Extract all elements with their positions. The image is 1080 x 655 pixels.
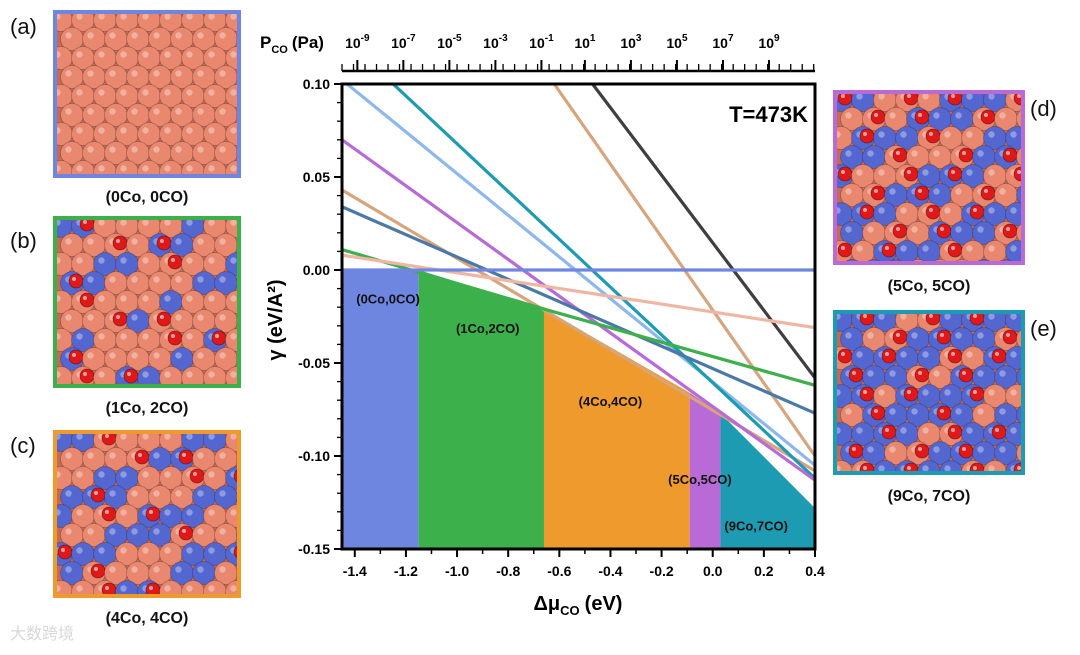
x-tick-label: 0.2 — [754, 563, 774, 579]
panel-letter-a: (a) — [10, 14, 37, 39]
region-label-0: (0Co,0CO) — [356, 291, 420, 306]
panel-letter-d: (d) — [1030, 96, 1057, 121]
top-tick-label: 10-7 — [391, 33, 416, 51]
structure-image-d — [833, 90, 1025, 265]
x-tick-label: -0.2 — [650, 563, 674, 579]
structure-image-c — [53, 430, 241, 598]
series-line-black — [590, 84, 815, 380]
x-axis-title-sub: CO — [560, 603, 580, 618]
top-tick-label: 107 — [712, 33, 734, 51]
panel-letter-b: (b) — [10, 228, 37, 253]
x-axis-title-main: Δμ — [534, 593, 561, 615]
y-axis-title: γ (eV/A²) — [265, 279, 287, 360]
region-3 — [689, 392, 721, 549]
top-tick-label: 109 — [758, 33, 780, 51]
panel-caption-d: (5Co, 5CO) — [887, 278, 971, 295]
series-line-teal — [391, 84, 815, 480]
atom-lattice — [57, 220, 237, 384]
top-axis-title-sub: CO — [271, 44, 288, 56]
watermark: 大数跨境 — [10, 624, 75, 643]
top-tick-label: 101 — [574, 33, 596, 51]
panel-caption-a: (0Co, 0CO) — [105, 189, 189, 206]
region-label-1: (1Co,2CO) — [456, 321, 520, 336]
x-tick-label: -0.6 — [547, 563, 571, 579]
panel-letter-e: (e) — [1030, 316, 1057, 341]
x-tick-label: -0.4 — [598, 563, 622, 579]
series-line-pink — [342, 253, 815, 330]
top-tick-label: 103 — [620, 33, 642, 51]
x-axis-title: ΔμCO (eV) — [534, 593, 623, 618]
panel-caption-b: (1Co, 2CO) — [105, 400, 189, 417]
x-tick-label: -1.4 — [343, 563, 367, 579]
top-tick-label: 10-5 — [437, 33, 462, 51]
region-label-3: (5Co,5CO) — [668, 472, 732, 487]
temperature-annotation: T=473K — [729, 102, 808, 127]
y-tick-label: 0.00 — [303, 262, 330, 278]
x-tick-label: -1.2 — [394, 563, 418, 579]
top-axis-title: PCO (Pa) — [260, 33, 324, 56]
x-tick-label: -1.0 — [445, 563, 469, 579]
atom-lattice — [57, 14, 237, 174]
y-tick-label: 0.05 — [303, 169, 330, 185]
region-4 — [720, 413, 815, 549]
region-label-4: (9Co,7CO) — [724, 518, 788, 533]
x-axis-title-unit: (eV) — [585, 593, 623, 615]
atom-lattice — [57, 434, 237, 594]
structure-image-a — [53, 10, 241, 178]
y-tick-label: 0.10 — [303, 76, 330, 92]
top-axis-title-unit: (Pa) — [292, 33, 324, 52]
x-tick-label: 0.0 — [703, 563, 723, 579]
plot-frame — [340, 82, 817, 551]
atom-lattice — [837, 314, 1021, 471]
panel-caption-c: (4Co, 4CO) — [105, 610, 189, 627]
region-2 — [543, 309, 690, 549]
top-tick-label: 10-9 — [345, 33, 370, 51]
panel-caption-e: (9Co, 7CO) — [887, 488, 971, 505]
y-tick-label: -0.15 — [298, 541, 330, 557]
top-tick-label: 105 — [666, 33, 688, 51]
region-label-2: (4Co,4CO) — [579, 394, 643, 409]
region-1 — [418, 270, 544, 549]
top-axis-title-main: P — [260, 33, 271, 52]
x-tick-label: 0.4 — [805, 563, 825, 579]
top-tick-label: 10-3 — [483, 33, 508, 51]
atom-lattice — [837, 94, 1021, 261]
phase-diagram-chart: (0Co,0CO) (1Co,2CO) (4Co,4CO) (5Co,5CO) (9Co… — [260, 33, 825, 618]
y-tick-label: -0.05 — [298, 355, 330, 371]
x-tick-label: -0.8 — [496, 563, 520, 579]
region-0 — [342, 270, 419, 549]
y-tick-label: -0.10 — [298, 448, 330, 464]
series-line-light-blue — [345, 84, 815, 467]
panel-letter-c: (c) — [10, 433, 36, 458]
series-line-steel-blue — [342, 205, 815, 415]
structure-image-b — [53, 216, 241, 388]
structure-image-e — [833, 310, 1025, 475]
top-tick-label: 10-1 — [529, 33, 554, 51]
